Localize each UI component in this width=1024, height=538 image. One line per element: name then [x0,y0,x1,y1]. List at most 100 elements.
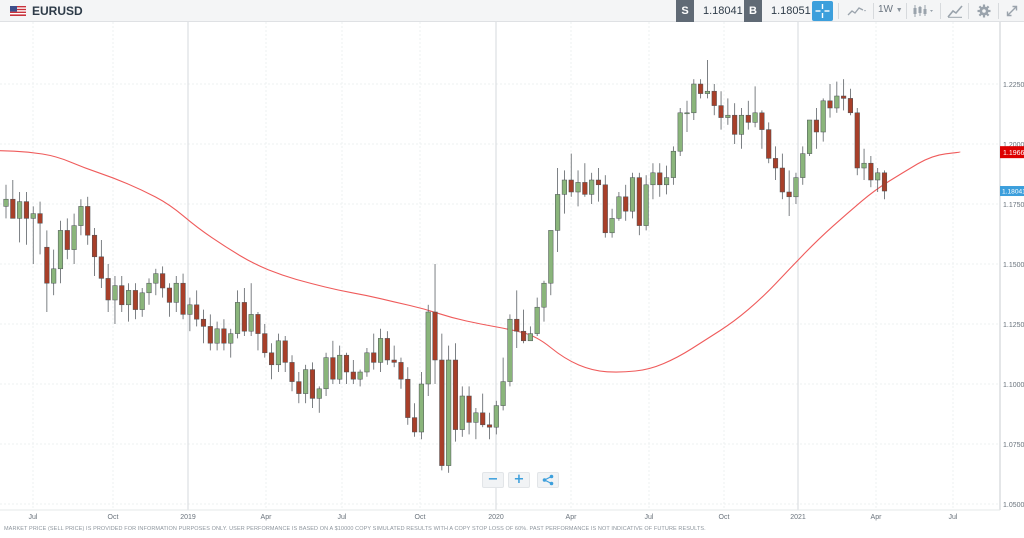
candle [57,220,64,284]
candle-body [343,354,350,373]
candle-body [691,83,697,114]
candle-body [439,359,445,466]
candle [248,283,254,336]
candle-body [316,388,322,399]
candle-body [405,378,411,418]
zoom-out-button[interactable]: − [482,472,504,488]
plot-background [0,22,1024,526]
candle-body [629,177,636,212]
candle [275,333,281,372]
candle [704,60,710,99]
candle [160,266,166,298]
candle [643,175,649,231]
candle-body [153,273,159,284]
candle [17,192,23,243]
candle [664,165,670,195]
candle [636,172,642,236]
candle [589,172,595,204]
candle [132,283,138,320]
candle-body [432,311,438,361]
chart-type-button[interactable] [842,0,872,22]
candle-body [459,395,465,430]
candle [98,240,104,288]
y-tick-label: 1.0500 [1003,502,1024,509]
x-tick-label: Jul [949,514,958,521]
candle-body [670,150,676,178]
x-tick-label: 2021 [790,514,806,521]
x-tick-label: 2020 [488,514,504,521]
candle-body [391,359,397,363]
settings-button[interactable] [972,0,996,22]
candle-body [861,162,867,169]
sell-price[interactable]: 1.18041 [703,5,743,17]
candle-body [827,100,833,109]
candle [548,230,554,296]
fullscreen-button[interactable] [1002,0,1022,22]
candle-body [398,362,404,380]
candle-body [875,172,881,181]
current-price-label: 1.18041 [1002,189,1024,196]
ma-price-label: 1.1966 [1003,150,1024,157]
timeframe-select[interactable]: 1W ▼ [878,4,903,15]
candle [173,276,179,312]
x-tick-label: Oct [415,514,426,521]
candle [51,249,57,296]
candle-body [786,191,792,198]
buy-badge[interactable]: B [744,0,762,22]
candle-body [589,179,595,195]
candle [650,163,656,200]
y-tick-label: 1.1250 [1003,322,1024,329]
candle [875,168,881,192]
toolbar-divider [940,3,941,19]
candle [78,199,84,236]
candle-body [738,114,745,135]
candle [493,400,499,435]
candle-body [105,278,111,301]
candlestick-button[interactable] [910,0,938,22]
candle-body [486,424,493,428]
toolbar-divider [838,3,839,19]
candle-body [207,326,213,344]
candle [432,264,438,384]
candle-body [725,114,731,118]
candle [800,146,806,185]
price-chart[interactable]: 1.0500 1.0750 1.1000 1.1250 1.1500 1.1750 1.20… [0,22,1024,526]
candle-body [303,369,309,394]
candle-body [643,184,649,226]
share-button[interactable] [537,472,559,488]
candle [371,333,377,370]
candle-body [132,290,138,310]
candle-body [425,311,431,385]
candle [146,278,152,305]
crosshair-button[interactable] [812,1,833,21]
candle-body [296,381,302,394]
candle-body [582,182,588,195]
candle-body [37,213,43,224]
candle [194,290,200,327]
buy-price[interactable]: 1.18051 [771,5,811,17]
draw-tools-button[interactable] [944,0,966,22]
candle-body [51,268,57,284]
candle-body [704,90,710,94]
candle [534,297,540,336]
candle [126,283,132,322]
disclaimer-text: MARKET PRICE (SELL PRICE) IS PROVIDED FO… [4,526,706,532]
toolbar-divider [906,3,907,19]
candle-body [357,371,363,380]
symbol-title: EURUSD [32,4,83,18]
candle-body [732,114,738,135]
x-tick-label: Jul [645,514,654,521]
sell-badge[interactable]: S [676,0,694,22]
candle-body [17,201,23,219]
candle-body [514,318,520,332]
candle [820,98,826,142]
zoom-in-button[interactable]: + [508,472,530,488]
us-flag-icon [10,6,26,16]
candle-body [868,162,874,181]
candle-body [384,338,390,361]
candle-body [759,112,765,130]
candle [350,360,356,384]
y-tick-label: 1.2250 [1003,82,1024,89]
candle-body [466,395,472,423]
candle-body [555,194,561,231]
